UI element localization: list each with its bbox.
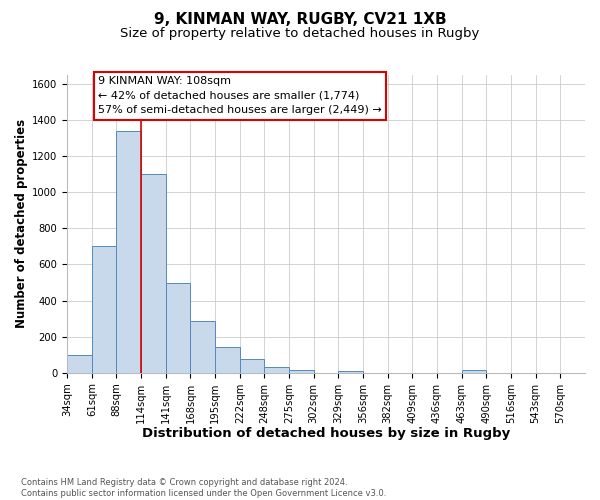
Bar bbox=[215, 348, 240, 372]
Text: 9 KINMAN WAY: 108sqm
← 42% of detached houses are smaller (1,774)
57% of semi-de: 9 KINMAN WAY: 108sqm ← 42% of detached h… bbox=[98, 76, 382, 116]
Bar bbox=[141, 174, 166, 372]
Text: Size of property relative to detached houses in Rugby: Size of property relative to detached ho… bbox=[121, 28, 479, 40]
Bar bbox=[461, 370, 487, 372]
Text: Contains HM Land Registry data © Crown copyright and database right 2024.
Contai: Contains HM Land Registry data © Crown c… bbox=[21, 478, 386, 498]
Bar bbox=[265, 368, 289, 372]
Bar bbox=[240, 359, 265, 372]
Bar bbox=[116, 131, 141, 372]
Bar bbox=[166, 282, 190, 372]
Bar bbox=[190, 322, 215, 372]
Bar bbox=[338, 371, 363, 372]
Bar bbox=[92, 246, 116, 372]
X-axis label: Distribution of detached houses by size in Rugby: Distribution of detached houses by size … bbox=[142, 427, 510, 440]
Bar bbox=[67, 354, 92, 372]
Bar bbox=[289, 370, 314, 372]
Text: 9, KINMAN WAY, RUGBY, CV21 1XB: 9, KINMAN WAY, RUGBY, CV21 1XB bbox=[154, 12, 446, 28]
Y-axis label: Number of detached properties: Number of detached properties bbox=[15, 120, 28, 328]
